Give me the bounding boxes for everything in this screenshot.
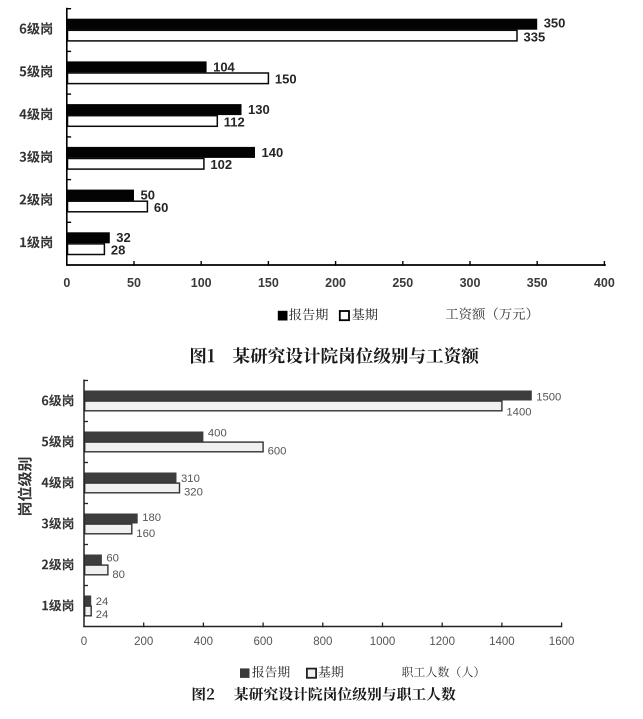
svg-text:0: 0: [81, 636, 87, 648]
svg-text:80: 80: [112, 569, 125, 581]
svg-text:160: 160: [136, 528, 155, 540]
svg-text:1600: 1600: [549, 636, 575, 648]
svg-text:24: 24: [96, 609, 109, 621]
svg-text:300: 300: [460, 276, 481, 290]
svg-text:400: 400: [208, 427, 227, 439]
svg-text:32: 32: [116, 230, 130, 245]
svg-text:112: 112: [224, 114, 245, 129]
svg-text:600: 600: [268, 445, 287, 457]
svg-text:250: 250: [392, 276, 413, 290]
svg-text:0: 0: [63, 276, 70, 290]
svg-text:24: 24: [96, 596, 109, 608]
svg-text:1500: 1500: [536, 391, 561, 403]
svg-text:60: 60: [154, 200, 168, 215]
svg-text:28: 28: [111, 243, 125, 258]
svg-text:150: 150: [258, 276, 279, 290]
svg-text:1400: 1400: [506, 407, 531, 419]
svg-text:1000: 1000: [370, 636, 396, 648]
svg-text:350: 350: [544, 15, 566, 30]
svg-text:335: 335: [524, 30, 546, 45]
svg-text:310: 310: [181, 473, 200, 485]
svg-text:102: 102: [210, 157, 232, 172]
svg-text:50: 50: [141, 188, 155, 203]
svg-text:50: 50: [127, 276, 141, 290]
svg-text:320: 320: [184, 487, 203, 499]
svg-text:200: 200: [134, 636, 153, 648]
svg-text:60: 60: [106, 552, 119, 564]
svg-text:400: 400: [594, 276, 615, 290]
svg-text:1400: 1400: [489, 636, 515, 648]
svg-text:600: 600: [254, 636, 273, 648]
svg-text:104: 104: [213, 59, 235, 74]
svg-text:200: 200: [325, 276, 346, 290]
svg-text:100: 100: [191, 276, 212, 290]
svg-text:1200: 1200: [429, 636, 455, 648]
svg-text:150: 150: [275, 72, 297, 87]
svg-text:180: 180: [142, 512, 161, 524]
svg-text:400: 400: [194, 636, 213, 648]
svg-text:350: 350: [527, 276, 548, 290]
svg-text:800: 800: [313, 636, 332, 648]
svg-text:140: 140: [262, 145, 284, 160]
svg-text:130: 130: [248, 102, 270, 117]
